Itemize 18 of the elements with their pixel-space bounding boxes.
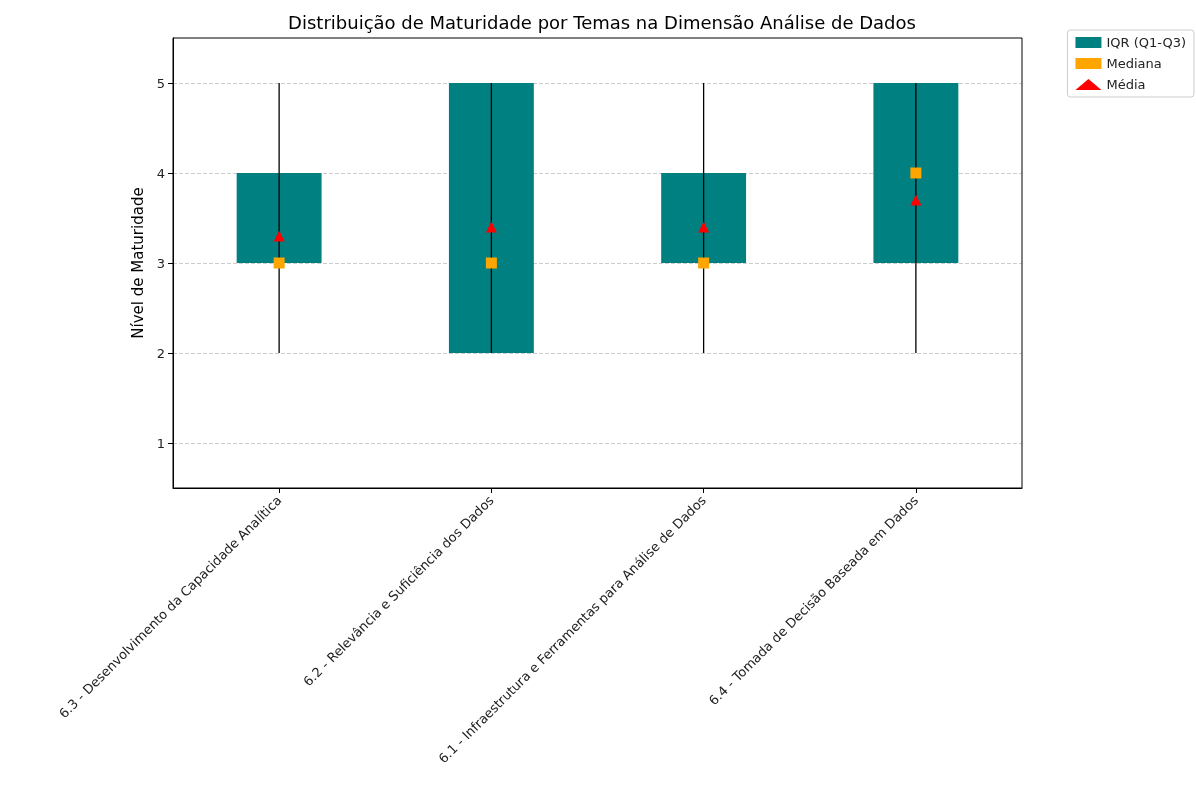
y-tick-label: 4 (156, 165, 165, 181)
point (273, 230, 285, 242)
legend-label: Média (1106, 77, 1146, 92)
y-tick-label: 3 (156, 255, 165, 271)
y-axis-title: Nível de Maturidade (128, 187, 147, 339)
legend-label: IQR (Q1-Q3) (1106, 35, 1187, 50)
point (910, 194, 922, 206)
chart-title: Distribuição de Maturidade por Temas na Dimensão Análise de Dados (288, 11, 916, 33)
point (910, 167, 922, 179)
point (485, 221, 497, 233)
point (273, 257, 285, 269)
point (485, 257, 497, 269)
point (698, 221, 710, 233)
legend-label: Mediana (1106, 56, 1162, 71)
y-tick-label: 1 (156, 435, 165, 451)
point (698, 257, 710, 269)
y-tick-label: 5 (156, 75, 165, 91)
y-tick-label: 2 (156, 345, 165, 361)
